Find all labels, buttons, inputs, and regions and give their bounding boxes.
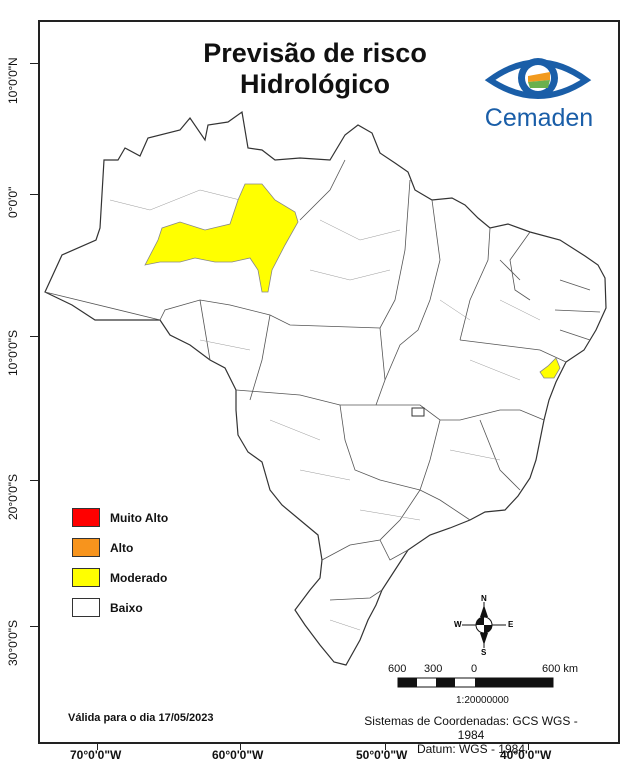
legend-item-moderado: Moderado bbox=[72, 568, 167, 587]
scale-label: 300 bbox=[424, 663, 443, 675]
legend-label: Moderado bbox=[110, 570, 168, 585]
east-label: E bbox=[508, 620, 514, 629]
lat-label-30s: 30°0'0"S bbox=[6, 619, 20, 666]
lat-tick bbox=[30, 194, 38, 195]
title-line-2: Hidrológico bbox=[240, 69, 390, 99]
lat-label-10s: 10°0'0"S bbox=[6, 329, 20, 376]
legend-label: Muito Alto bbox=[110, 510, 169, 525]
lat-label-10n: 10°0'0"N bbox=[6, 57, 20, 104]
title-line-1: Previsão de risco bbox=[203, 38, 427, 68]
west-label: W bbox=[454, 620, 462, 629]
risk-region-coast bbox=[539, 357, 561, 379]
legend-label: Alto bbox=[110, 540, 134, 555]
validity-date: Válida para o dia 17/05/2023 bbox=[68, 712, 214, 724]
region-borders bbox=[109, 189, 541, 631]
scale-label: 0 bbox=[471, 663, 478, 675]
lon-tick bbox=[528, 744, 529, 750]
legend-swatch bbox=[72, 508, 100, 527]
legend-swatch bbox=[72, 538, 100, 557]
legend-item-alto: Alto bbox=[72, 538, 133, 557]
risk-region-amazon bbox=[144, 183, 299, 293]
lon-tick bbox=[385, 744, 386, 750]
lat-label-0: 0°0'0" bbox=[6, 186, 20, 218]
lon-tick bbox=[240, 744, 241, 750]
lat-tick bbox=[30, 480, 38, 481]
scale-label: 600 bbox=[388, 663, 407, 675]
state-borders bbox=[44, 159, 601, 601]
north-label: N bbox=[481, 594, 487, 603]
federal-district bbox=[411, 407, 425, 417]
scale-ratio: 1:20000000 bbox=[456, 695, 509, 706]
lon-label-50w: 50°0'0"W bbox=[356, 748, 408, 762]
legend-swatch bbox=[72, 598, 100, 617]
lat-tick bbox=[30, 63, 38, 64]
lon-label-60w: 60°0'0"W bbox=[212, 748, 264, 762]
legend-label: Baixo bbox=[110, 600, 143, 615]
cemaden-eye-icon bbox=[484, 58, 592, 99]
lon-tick bbox=[97, 744, 98, 750]
coordinate-system: Sistemas de Coordenadas: GCS WGS - 1984 … bbox=[352, 714, 590, 756]
logo-text: Cemaden bbox=[484, 104, 594, 132]
legend-item-baixo: Baixo bbox=[72, 598, 143, 617]
south-label: S bbox=[481, 648, 487, 657]
lat-tick bbox=[30, 336, 38, 337]
lat-label-20s: 20°0'0"S bbox=[6, 473, 20, 520]
lon-label-70w: 70°0'0"W bbox=[70, 748, 122, 762]
lon-label-40w: 40°0'0"W bbox=[500, 748, 552, 762]
legend-swatch bbox=[72, 568, 100, 587]
scale-label: 600 km bbox=[542, 663, 579, 675]
coord-system-line-1: Sistemas de Coordenadas: GCS WGS - 1984 bbox=[364, 714, 578, 742]
legend-item-muito-alto: Muito Alto bbox=[72, 508, 168, 527]
coord-system-line-2: Datum: WGS - 1984 bbox=[416, 742, 526, 756]
lat-tick bbox=[30, 626, 38, 627]
map-title: Previsão de risco Hidrológico bbox=[150, 38, 480, 100]
